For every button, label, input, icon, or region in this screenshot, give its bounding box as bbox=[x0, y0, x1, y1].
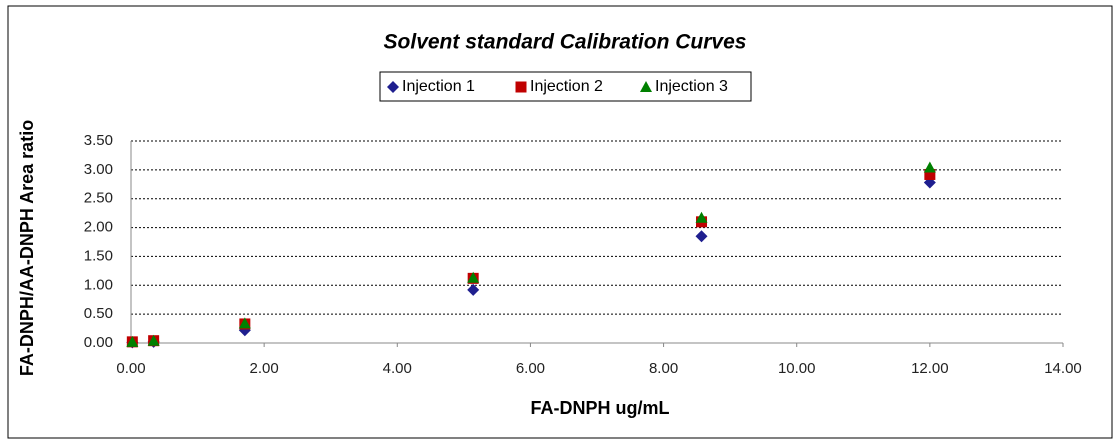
x-tick-label: 8.00 bbox=[649, 360, 678, 377]
legend-label: Injection 3 bbox=[655, 78, 728, 95]
y-tick-label: 0.50 bbox=[84, 305, 113, 322]
x-tick-label: 0.00 bbox=[116, 360, 145, 377]
marker-triangle bbox=[923, 161, 936, 173]
marker-diamond bbox=[695, 230, 708, 243]
legend-box bbox=[379, 71, 752, 102]
x-tick-label: 2.00 bbox=[250, 360, 279, 377]
y-tick-label: 0.00 bbox=[84, 334, 113, 351]
x-tick-label: 14.00 bbox=[1044, 360, 1082, 377]
y-tick-label: 3.00 bbox=[84, 161, 113, 178]
legend-label: Injection 1 bbox=[402, 78, 475, 95]
y-tick-label: 1.00 bbox=[84, 276, 113, 293]
marker-square bbox=[924, 168, 936, 180]
marker-triangle bbox=[126, 335, 139, 347]
y-tick-label: 1.50 bbox=[84, 247, 113, 264]
legend-label: Injection 2 bbox=[530, 78, 603, 95]
y-axis-label: FA-DNPH/AA-DNPH Area ratio bbox=[17, 120, 37, 376]
marker-triangle bbox=[147, 334, 160, 346]
x-axis-label: FA-DNPH ug/mL bbox=[531, 398, 670, 418]
y-tick-label: 3.50 bbox=[84, 132, 113, 149]
marker-triangle bbox=[695, 211, 708, 223]
marker-square bbox=[515, 81, 527, 93]
x-tick-label: 12.00 bbox=[911, 360, 949, 377]
x-tick-label: 6.00 bbox=[516, 360, 545, 377]
x-tick-label: 10.00 bbox=[778, 360, 816, 377]
marker-triangle bbox=[238, 317, 251, 329]
chart-title: Solvent standard Calibration Curves bbox=[384, 31, 747, 54]
marker-diamond bbox=[467, 283, 480, 296]
x-tick-label: 4.00 bbox=[383, 360, 412, 377]
y-tick-label: 2.50 bbox=[84, 190, 113, 207]
marker-triangle bbox=[640, 81, 652, 92]
y-tick-label: 2.00 bbox=[84, 219, 113, 236]
marker-triangle bbox=[467, 271, 480, 283]
marker-diamond bbox=[387, 81, 399, 93]
